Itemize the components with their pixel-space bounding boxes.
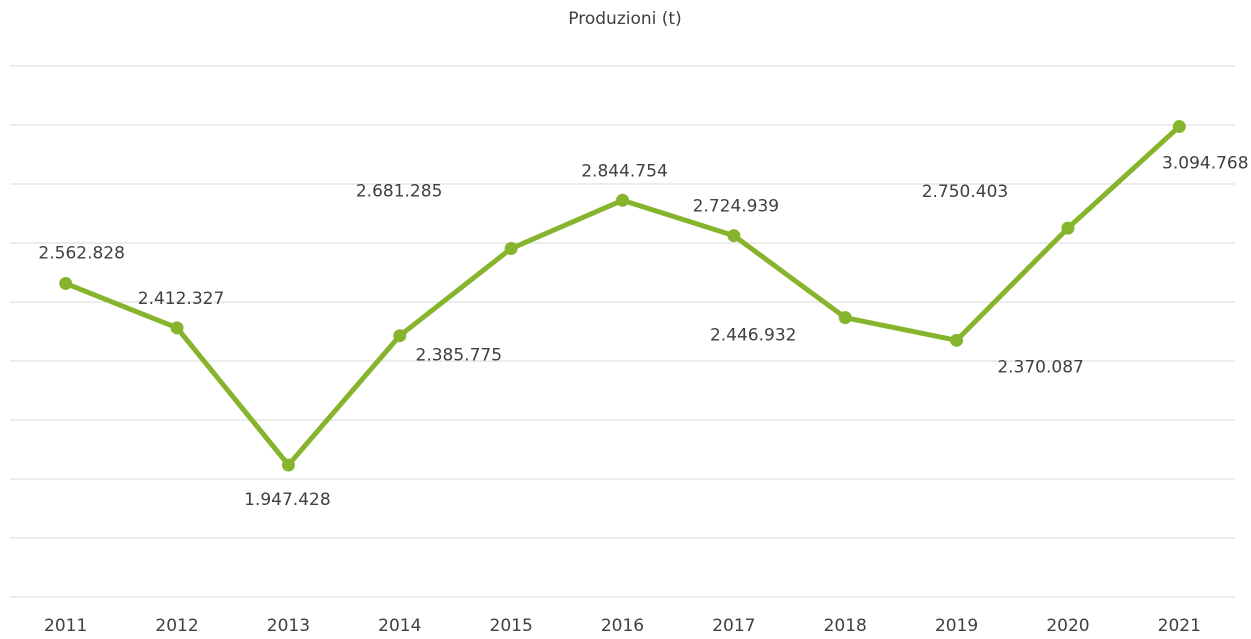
data-label: 2.681.285 — [356, 182, 443, 202]
x-tick-label: 2017 — [712, 616, 755, 636]
point — [727, 229, 741, 243]
x-tick-label: 2018 — [824, 616, 867, 636]
data-label: 2.370.087 — [997, 357, 1084, 377]
data-label: 3.094.768 — [1162, 154, 1249, 174]
x-tick-label: 2014 — [378, 616, 421, 636]
x-tick-label: 2020 — [1046, 616, 1089, 636]
point — [1061, 221, 1075, 235]
x-tick-label: 2021 — [1158, 616, 1201, 636]
data-label: 2.844.754 — [581, 161, 668, 181]
point — [504, 242, 518, 256]
data-label: 2.412.327 — [138, 289, 225, 309]
data-label: 1.947.428 — [244, 490, 331, 510]
x-tick-label: 2015 — [490, 616, 533, 636]
x-tick-label: 2013 — [267, 616, 310, 636]
x-tick-label: 2011 — [44, 616, 87, 636]
data-label: 2.750.403 — [922, 182, 1009, 202]
x-tick-label: 2012 — [155, 616, 198, 636]
point — [616, 193, 629, 207]
point — [59, 276, 73, 290]
x-tick-label: 2016 — [601, 616, 644, 636]
data-label: 2.562.828 — [38, 243, 125, 263]
data-label: 2.724.939 — [693, 197, 780, 217]
point — [170, 321, 184, 335]
point — [393, 329, 407, 343]
point — [281, 458, 295, 472]
data-label: 2.385.775 — [416, 346, 503, 366]
point — [1172, 120, 1186, 134]
chart-title: Produzioni (t) — [568, 9, 681, 29]
point — [838, 311, 852, 325]
x-tick-label: 2019 — [935, 616, 978, 636]
point — [950, 333, 964, 347]
data-label: 2.446.932 — [710, 326, 797, 346]
